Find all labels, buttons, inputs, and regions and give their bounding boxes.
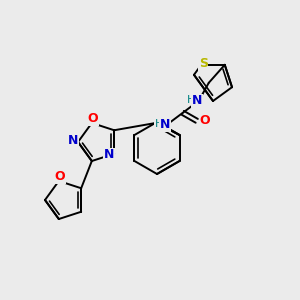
Text: N: N xyxy=(104,148,114,161)
Text: N: N xyxy=(68,134,78,148)
Text: H: H xyxy=(187,95,195,105)
Text: H: H xyxy=(154,119,163,129)
Text: N: N xyxy=(160,118,170,131)
Text: O: O xyxy=(200,114,210,127)
Text: N: N xyxy=(192,94,202,107)
Text: O: O xyxy=(88,112,98,125)
Text: O: O xyxy=(55,170,65,184)
Text: S: S xyxy=(199,57,208,70)
